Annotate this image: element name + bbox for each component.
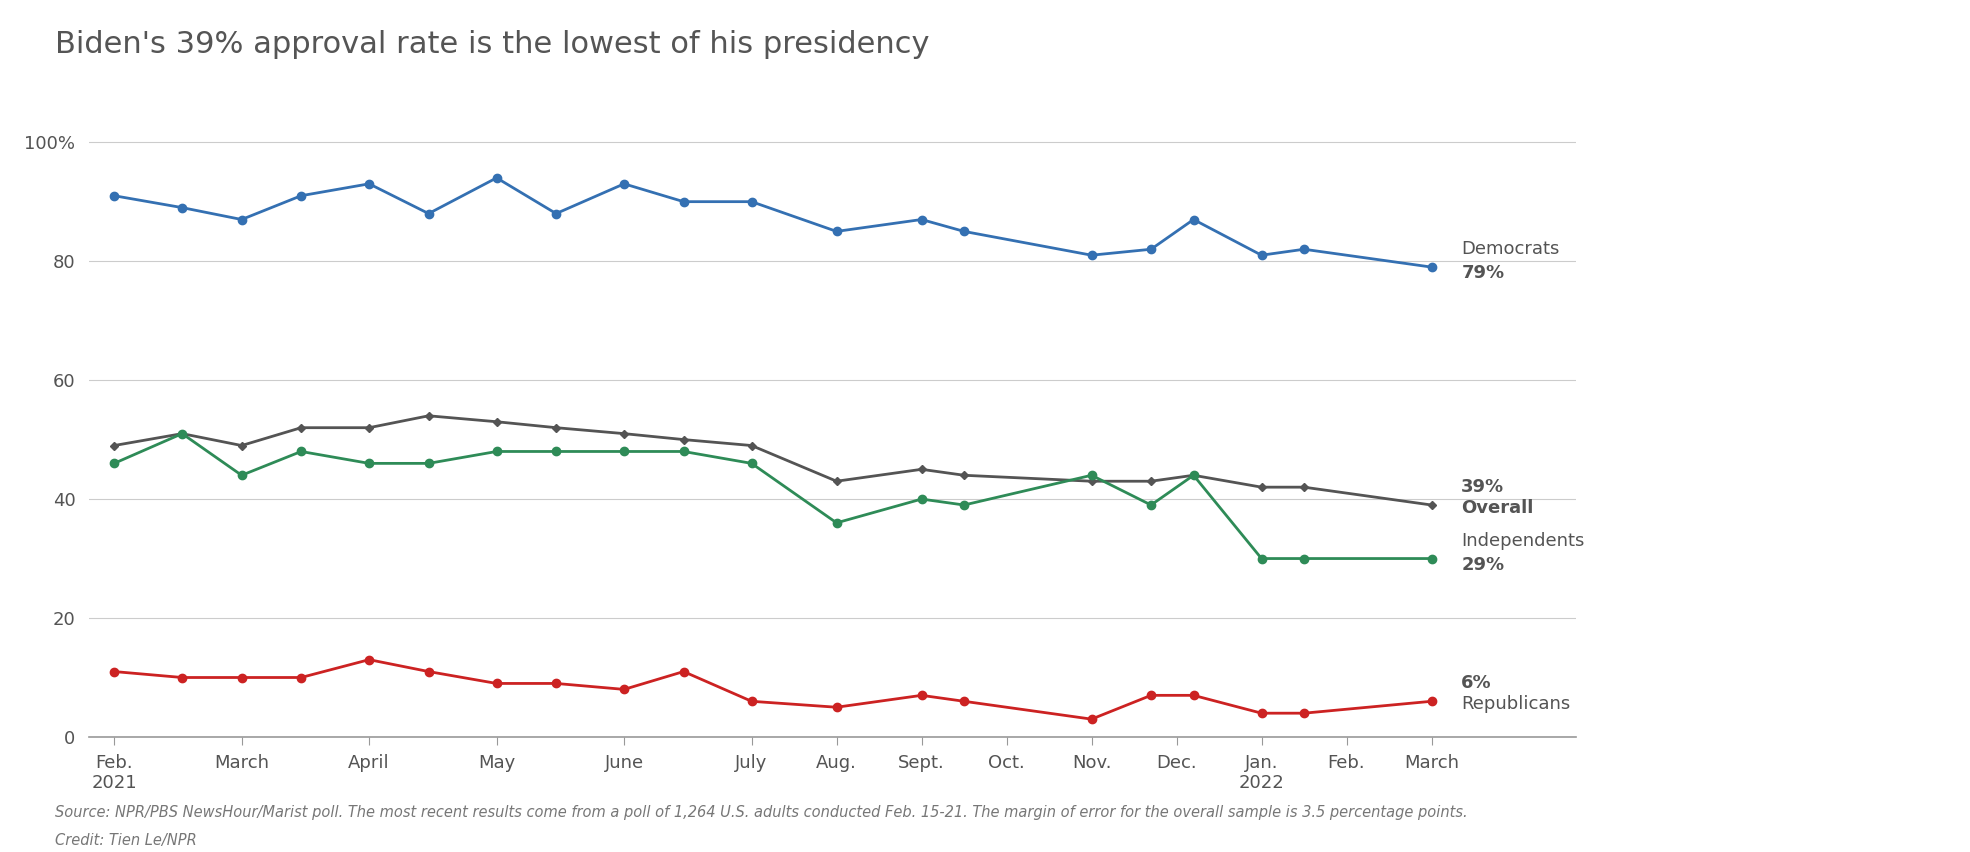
Text: Independents: Independents — [1462, 532, 1584, 550]
Text: Source: NPR/PBS NewsHour/Marist poll. The most recent results come from a poll o: Source: NPR/PBS NewsHour/Marist poll. Th… — [55, 805, 1468, 820]
Text: Credit: Tien Le/NPR: Credit: Tien Le/NPR — [55, 833, 197, 849]
Text: Biden's 39% approval rate is the lowest of his presidency: Biden's 39% approval rate is the lowest … — [55, 30, 930, 59]
Text: 79%: 79% — [1462, 264, 1505, 282]
Text: Democrats: Democrats — [1462, 240, 1560, 258]
Text: 6%: 6% — [1462, 675, 1491, 693]
Text: 29%: 29% — [1462, 556, 1505, 573]
Text: Overall: Overall — [1462, 499, 1533, 517]
Text: Republicans: Republicans — [1462, 695, 1570, 713]
Text: 39%: 39% — [1462, 478, 1505, 496]
